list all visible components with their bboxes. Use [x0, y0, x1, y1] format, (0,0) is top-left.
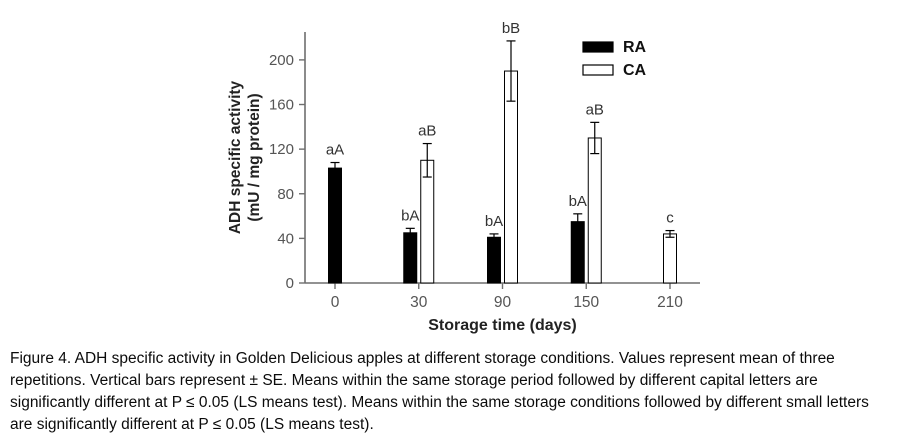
y-tick-label: 160 [269, 97, 294, 114]
y-tick-label: 120 [269, 141, 294, 158]
y-axis-title-units: (mU / mg protein) [246, 93, 263, 221]
y-tick-label: 80 [277, 186, 294, 203]
sig-label: bA [485, 213, 503, 230]
bar-CA-day30 [420, 159, 435, 284]
y-axis-title: ADH specific activity [227, 80, 244, 234]
y-tick-label: 0 [286, 275, 294, 292]
x-axis-title: Storage time (days) [428, 317, 576, 334]
figure-caption: Figure 4. ADH specific activity in Golde… [10, 350, 869, 433]
sig-label: aA [326, 142, 344, 159]
legend-swatch-RA [582, 41, 614, 53]
x-tick-label: 0 [331, 294, 340, 311]
sig-label: bA [401, 207, 419, 224]
legend-label-CA: CA [623, 62, 647, 79]
legend-label-RA: RA [623, 39, 647, 56]
bar-RA-day30 [403, 232, 418, 284]
bar-CA-day90 [504, 70, 518, 284]
x-tick-label: 30 [410, 294, 428, 311]
sig-label: aB [418, 123, 436, 140]
bar-chart: 0 40 80 120 160 200 0 30 90 150 210 aA bA bA bA aB bB aB c… [227, 20, 700, 334]
sig-label: c [666, 210, 674, 227]
x-tick-label: 150 [573, 294, 599, 311]
x-tick-label: 90 [494, 294, 512, 311]
bar-CA-day210 [663, 233, 677, 284]
bar-RA-day0 [328, 167, 342, 284]
bar-RA-day150 [570, 221, 585, 284]
sig-label: bA [569, 193, 587, 210]
bar-CA-day150 [587, 137, 602, 284]
y-tick-label: 200 [269, 52, 294, 69]
y-tick-label: 40 [277, 230, 294, 247]
x-tick-label: 210 [657, 294, 683, 311]
bar-chart-svg: 0 40 80 120 160 200 0 30 90 150 210 aA bA bA bA aB bB aB c… [227, 20, 700, 334]
bar-RA-day90 [487, 236, 501, 284]
legend-swatch-CA [582, 64, 614, 76]
sig-label: aB [586, 101, 604, 118]
sig-label: bB [502, 20, 520, 37]
